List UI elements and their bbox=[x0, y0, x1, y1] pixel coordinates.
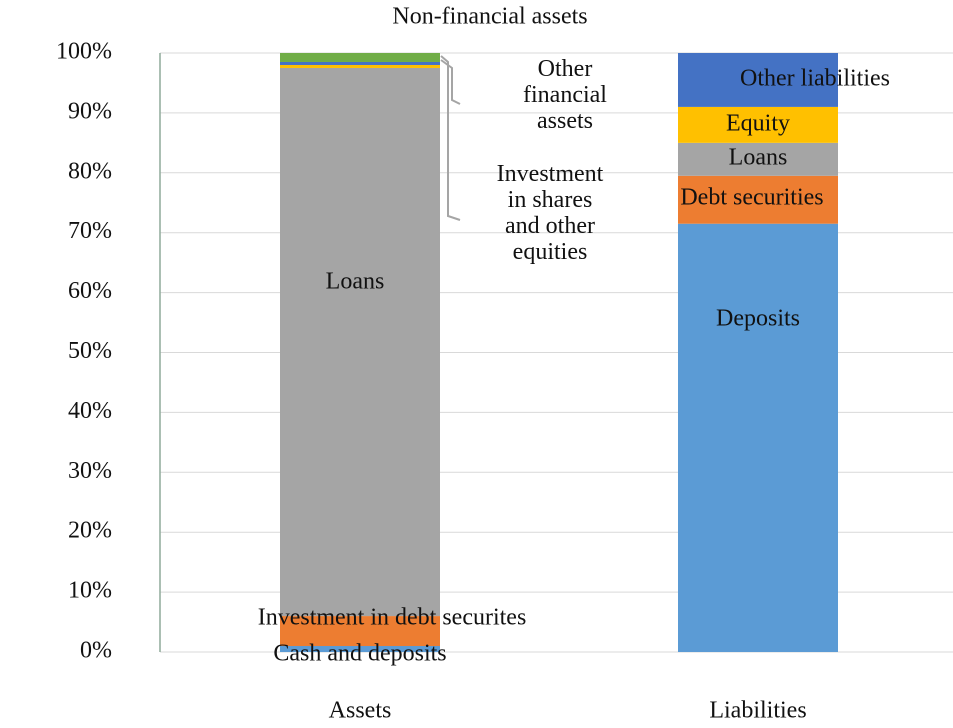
segment-label: Deposits bbox=[716, 306, 800, 332]
bar-segment bbox=[678, 223, 838, 652]
y-tick-label: 60% bbox=[68, 278, 112, 304]
label-line: Other bbox=[538, 56, 593, 82]
y-tick-label: 50% bbox=[68, 338, 112, 364]
y-tick-label: 10% bbox=[68, 578, 112, 604]
label-line: and other bbox=[505, 213, 595, 239]
bar-segment bbox=[280, 61, 440, 65]
bar-segment bbox=[280, 646, 440, 652]
x-tick-label: Liabilities bbox=[709, 698, 806, 724]
label-line: assets bbox=[537, 108, 593, 134]
label-line: in shares bbox=[508, 187, 593, 213]
bar-segment bbox=[280, 67, 440, 617]
y-tick-label: 0% bbox=[80, 638, 112, 664]
segment-label: Other liabilities bbox=[740, 66, 890, 92]
x-tick-label: Assets bbox=[329, 698, 392, 724]
y-tick-label: 70% bbox=[68, 218, 112, 244]
y-tick-label: 20% bbox=[68, 518, 112, 544]
segment-label: Investment in debt securites bbox=[258, 605, 527, 631]
segment-label: Other financial assets bbox=[523, 56, 607, 134]
bar-segment bbox=[678, 53, 838, 107]
label-line: equities bbox=[513, 239, 588, 265]
segment-label: Equity bbox=[726, 111, 790, 137]
y-tick-label: 100% bbox=[56, 39, 112, 65]
segment-label: Debt securities bbox=[680, 185, 823, 211]
label-line: Investment bbox=[497, 161, 604, 187]
label-line: financial bbox=[523, 82, 607, 108]
y-tick-label: 30% bbox=[68, 458, 112, 484]
y-tick-label: 90% bbox=[68, 98, 112, 124]
segment-label: Loans bbox=[326, 269, 385, 295]
segment-label: Loans bbox=[729, 145, 788, 171]
segment-label: Investment in shares and other equities bbox=[497, 161, 604, 265]
bar-segment bbox=[280, 64, 440, 68]
bar-segment bbox=[280, 616, 440, 647]
leader-line bbox=[440, 59, 461, 105]
bar-segment bbox=[678, 142, 838, 176]
bar-segment bbox=[678, 175, 838, 224]
segment-label: Cash and deposits bbox=[273, 641, 446, 667]
segment-label: Non-financial assets bbox=[392, 4, 587, 30]
y-tick-label: 40% bbox=[68, 398, 112, 424]
leader-line bbox=[440, 55, 461, 221]
bar-segment bbox=[678, 106, 838, 143]
bars bbox=[280, 53, 838, 652]
bar-segment bbox=[280, 53, 440, 62]
labels: Cash and deposits Investment in debt secu… bbox=[258, 4, 890, 667]
y-tick-label: 80% bbox=[68, 158, 112, 184]
